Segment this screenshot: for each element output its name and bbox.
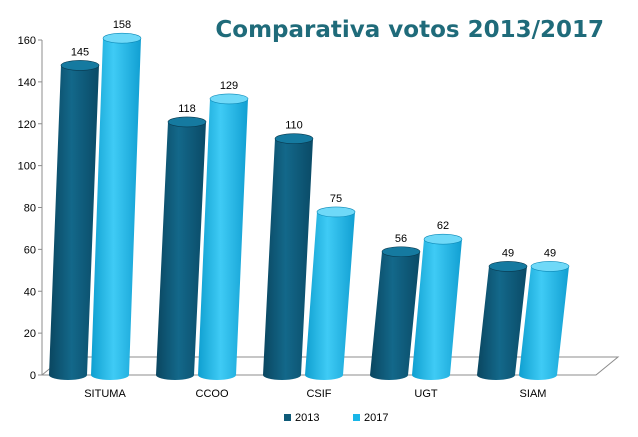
data-label: 62: [437, 220, 449, 232]
chart-title: Comparativa votos 2013/2017: [215, 17, 604, 43]
data-label: 49: [544, 247, 556, 259]
bars-group: [49, 32, 570, 380]
bar-2013-ccoo: [156, 121, 206, 380]
bar-cap-2013-situma: [60, 60, 100, 71]
bar-2017-ccoo: [198, 98, 248, 380]
bar-2013-csif: [263, 138, 313, 380]
x-category-label: SIAM: [520, 388, 547, 400]
data-label: 75: [330, 193, 342, 205]
y-tick-label: 60: [24, 244, 36, 256]
legend-label-2017: 2017: [364, 412, 388, 424]
bar-cap-2017-ccoo: [209, 93, 249, 105]
y-tick-label: 20: [24, 328, 36, 340]
data-label: 110: [285, 120, 303, 132]
bar-cap-2017-situma: [102, 32, 142, 44]
legend: 2013 2017: [284, 412, 388, 424]
y-tick-label: 0: [30, 370, 36, 382]
data-label: 158: [113, 19, 131, 31]
legend-swatch-2013: [284, 414, 291, 421]
bar-2017-csif: [305, 211, 355, 380]
data-label: 49: [502, 247, 514, 259]
data-label: 145: [71, 46, 89, 58]
x-category-label: UGT: [414, 388, 438, 400]
data-labels: 145 158 118 129 110 75 56 62 49 49: [71, 19, 556, 259]
bar-cap-2013-ccoo: [167, 116, 207, 128]
bar-2017-ugt: [412, 239, 462, 380]
y-axis: 0 20 40 60 80 100 120 140 160: [18, 35, 43, 382]
bar-2013-ugt: [370, 251, 420, 380]
bar-cap-2013-ugt: [381, 246, 421, 258]
bar-2017-siam: [519, 266, 569, 380]
legend-swatch-2017: [353, 414, 360, 421]
data-label: 118: [178, 103, 196, 115]
bar-2013-siam: [477, 266, 527, 380]
x-category-label: CCOO: [196, 388, 229, 400]
data-label: 56: [395, 233, 407, 245]
x-category-label: SITUMA: [84, 388, 126, 400]
y-tick-label: 100: [18, 161, 36, 173]
data-label: 129: [220, 80, 238, 92]
y-tick-label: 160: [18, 35, 36, 47]
x-axis: SITUMA CCOO CSIF UGT SIAM: [84, 388, 546, 400]
y-tick-label: 80: [24, 203, 36, 215]
bar-cap-2017-ugt: [423, 233, 463, 245]
legend-label-2013: 2013: [295, 412, 319, 424]
x-category-label: CSIF: [306, 388, 331, 400]
y-tick-label: 140: [18, 77, 36, 89]
bar-2017-situma: [91, 38, 141, 380]
bar-cap-2013-csif: [274, 133, 314, 144]
bar-cap-2013-siam: [488, 261, 528, 272]
y-tick-label: 120: [18, 119, 36, 131]
y-tick-label: 40: [24, 286, 36, 298]
bar-2013-situma: [49, 65, 99, 380]
bar-cap-2017-siam: [530, 261, 570, 272]
bar-cap-2017-csif: [316, 206, 356, 218]
